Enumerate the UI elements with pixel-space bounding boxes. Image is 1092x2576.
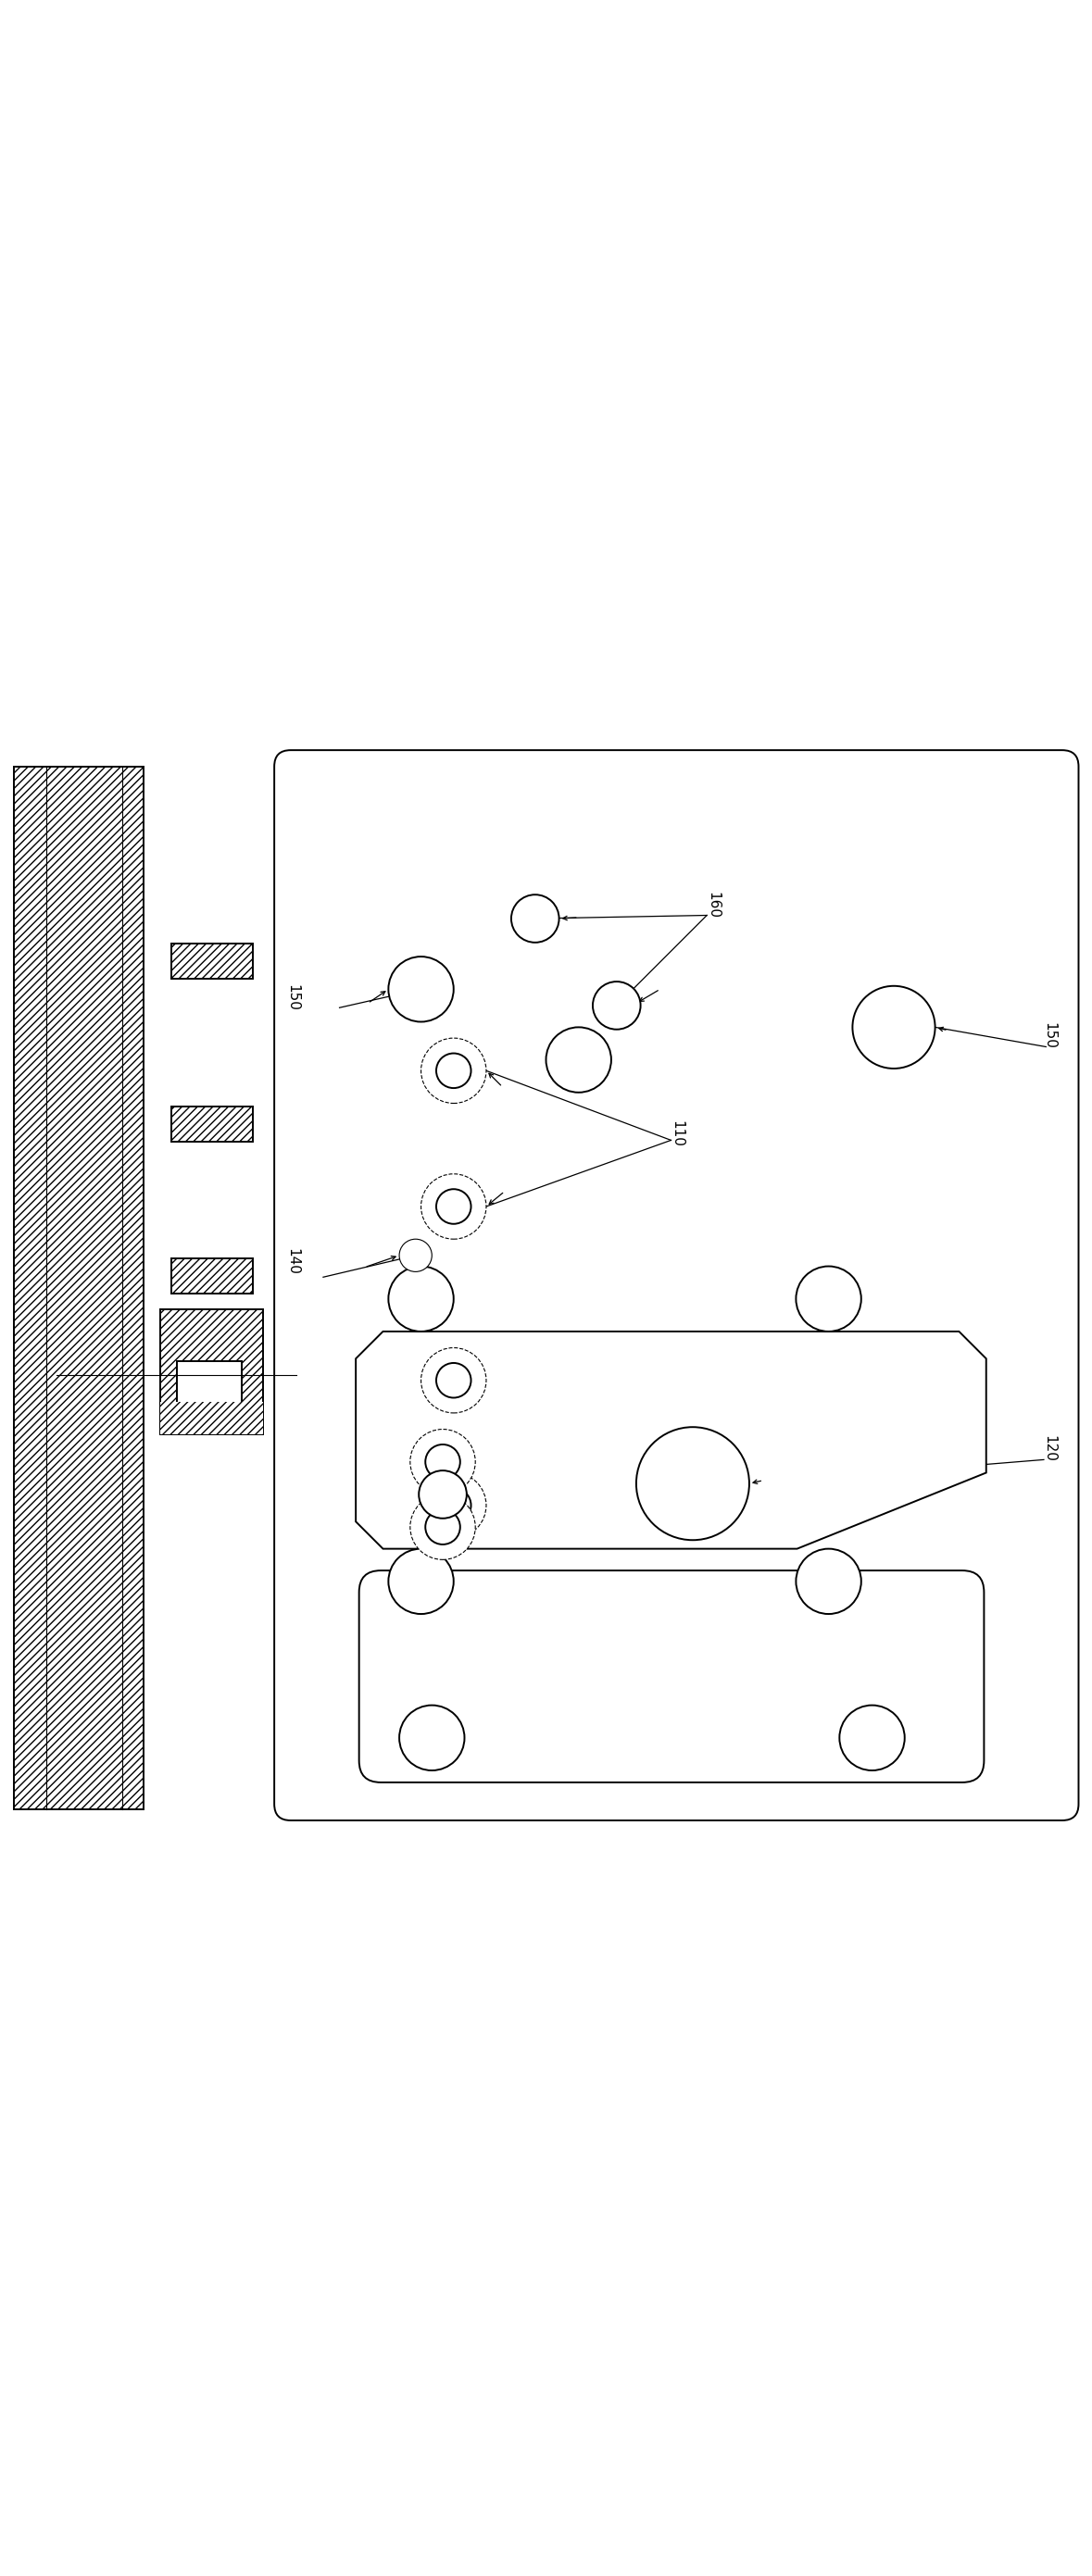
PathPatch shape — [356, 1332, 986, 1548]
Circle shape — [422, 1175, 486, 1239]
Circle shape — [796, 1267, 862, 1332]
Bar — [13, 768, 144, 1808]
Circle shape — [840, 1705, 904, 1770]
Bar — [171, 1108, 252, 1141]
Text: 150: 150 — [1042, 1023, 1056, 1048]
Circle shape — [400, 1239, 431, 1273]
Text: 110: 110 — [669, 1121, 684, 1146]
Circle shape — [419, 1471, 466, 1517]
Circle shape — [422, 1473, 486, 1538]
Circle shape — [389, 1548, 453, 1615]
Circle shape — [593, 981, 641, 1030]
Bar — [171, 1260, 252, 1293]
Circle shape — [389, 956, 453, 1023]
Circle shape — [853, 987, 935, 1069]
Circle shape — [389, 1267, 453, 1332]
Text: 150: 150 — [286, 984, 299, 1010]
Bar — [13, 768, 144, 1808]
FancyBboxPatch shape — [274, 750, 1079, 1821]
Circle shape — [637, 1427, 749, 1540]
Circle shape — [426, 1445, 460, 1479]
Circle shape — [796, 1548, 862, 1615]
Bar — [171, 1260, 252, 1293]
Bar — [171, 943, 252, 979]
Circle shape — [546, 1028, 612, 1092]
Bar — [161, 1309, 263, 1435]
Text: 160: 160 — [707, 891, 721, 920]
Circle shape — [411, 1494, 475, 1558]
Bar — [161, 1401, 263, 1435]
Bar — [171, 943, 252, 979]
Bar — [161, 1309, 263, 1435]
Circle shape — [436, 1489, 471, 1522]
Circle shape — [400, 1705, 464, 1770]
FancyBboxPatch shape — [359, 1571, 984, 1783]
Bar — [177, 1360, 241, 1404]
Text: 140: 140 — [286, 1249, 299, 1275]
Circle shape — [436, 1363, 471, 1399]
Circle shape — [422, 1038, 486, 1103]
Circle shape — [436, 1054, 471, 1087]
Text: 120: 120 — [1042, 1435, 1056, 1461]
Circle shape — [422, 1347, 486, 1414]
Bar — [171, 1108, 252, 1141]
Bar — [161, 1401, 263, 1435]
Circle shape — [411, 1430, 475, 1494]
Circle shape — [436, 1190, 471, 1224]
Circle shape — [511, 894, 559, 943]
Circle shape — [426, 1510, 460, 1546]
